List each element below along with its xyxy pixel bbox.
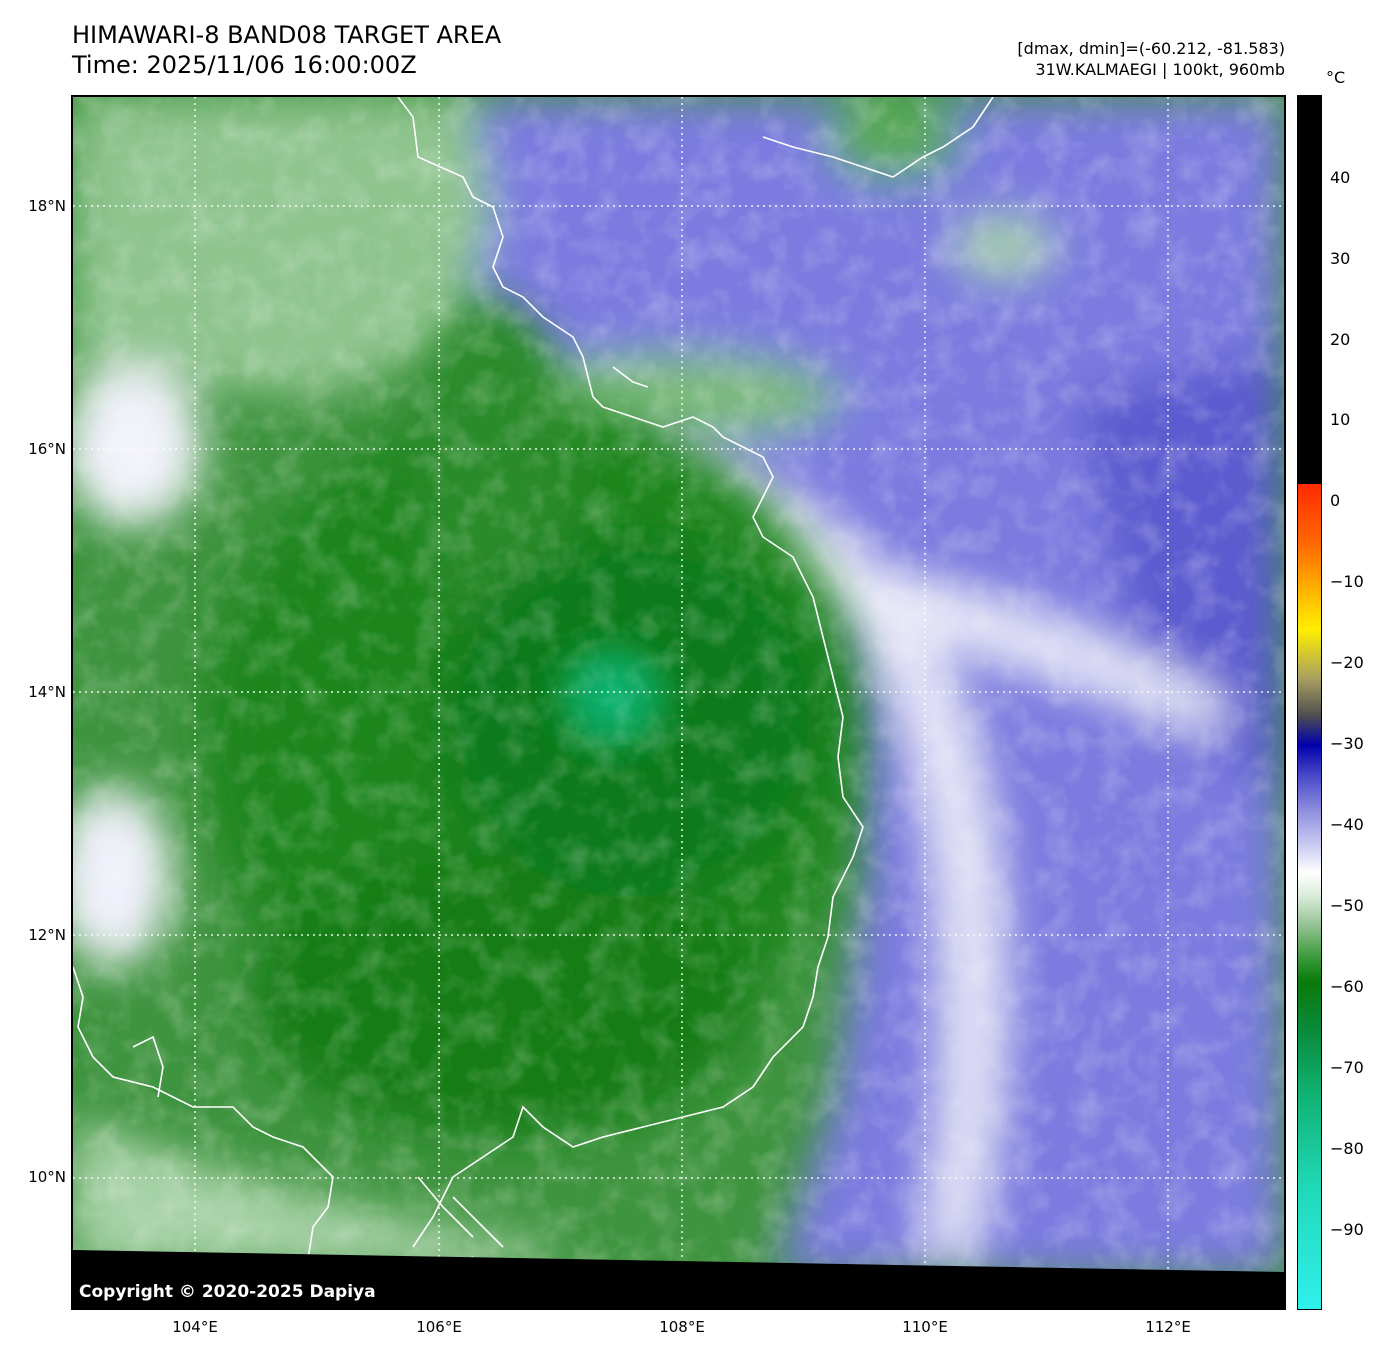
- range-text: [dmax, dmin]=(-60.212, -81.583): [1017, 39, 1285, 58]
- info-block: [dmax, dmin]=(-60.212, -81.583) 31W.KALM…: [1017, 38, 1285, 80]
- x-tick-label: 104°E: [172, 1318, 218, 1336]
- y-tick-label: 16°N: [28, 440, 66, 458]
- colorbar-label: −50: [1330, 896, 1364, 915]
- y-tick-label: 18°N: [28, 197, 66, 215]
- y-tick-label: 14°N: [28, 683, 66, 701]
- satellite-imagery: [73, 97, 1284, 1308]
- x-tick-label: 108°E: [659, 1318, 705, 1336]
- x-tick-label: 110°E: [902, 1318, 948, 1336]
- y-tick-label: 10°N: [28, 1168, 66, 1186]
- colorbar-unit: °C: [1326, 68, 1346, 87]
- colorbar-label: −30: [1330, 734, 1364, 753]
- colorbar-label: −70: [1330, 1058, 1364, 1077]
- title-line-2: Time: 2025/11/06 16:00:00Z: [72, 51, 417, 79]
- colorbar-label: −90: [1330, 1220, 1364, 1239]
- colorbar-label: −80: [1330, 1139, 1364, 1158]
- colorbar-label: −20: [1330, 653, 1364, 672]
- colorbar-label: 0: [1330, 491, 1341, 510]
- figure-title: HIMAWARI-8 BAND08 TARGET AREA Time: 2025…: [72, 20, 501, 80]
- storm-text: 31W.KALMAEGI | 100kt, 960mb: [1035, 60, 1285, 79]
- copyright-notice: Copyright © 2020-2025 Dapiya: [79, 1282, 376, 1302]
- y-tick-label: 12°N: [28, 926, 66, 944]
- x-tick-label: 112°E: [1145, 1318, 1191, 1336]
- title-line-1: HIMAWARI-8 BAND08 TARGET AREA: [72, 21, 502, 49]
- colorbar-label: 10: [1330, 410, 1351, 429]
- satellite-map: Copyright © 2020-2025 Dapiya: [71, 95, 1286, 1310]
- colorbar: [1297, 95, 1322, 1310]
- colorbar-label: −40: [1330, 815, 1364, 834]
- x-tick-label: 106°E: [416, 1318, 462, 1336]
- colorbar-label: −60: [1330, 977, 1364, 996]
- colorbar-label: −10: [1330, 572, 1364, 591]
- colorbar-label: 20: [1330, 330, 1351, 349]
- colorbar-label: 30: [1330, 249, 1351, 268]
- colorbar-label: 40: [1330, 168, 1351, 187]
